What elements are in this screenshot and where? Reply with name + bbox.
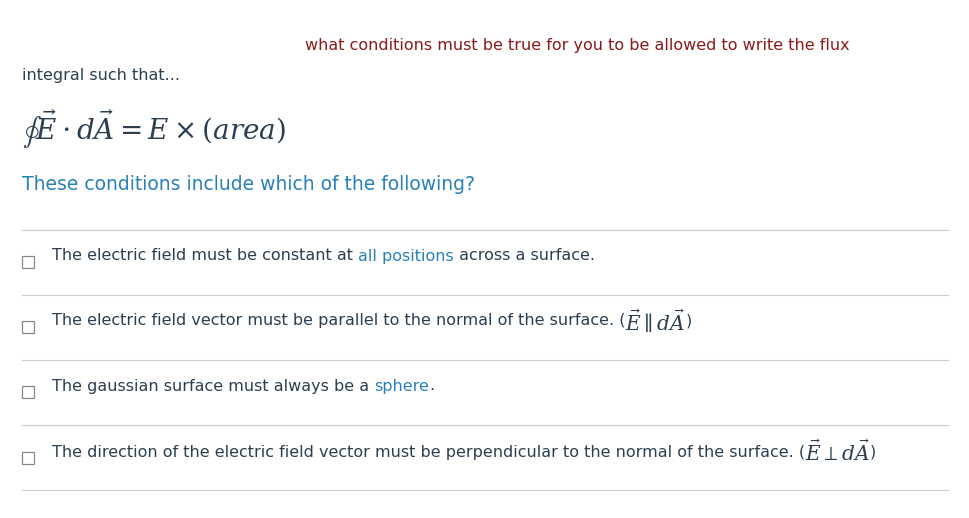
Text: ): ) xyxy=(685,313,691,328)
Text: These conditions include which of the following?: These conditions include which of the fo… xyxy=(22,175,475,194)
Text: across a surface.: across a surface. xyxy=(453,249,594,264)
Text: what conditions must be true for you to be allowed to write the flux: what conditions must be true for you to … xyxy=(304,38,849,53)
Text: The electric field vector must be parallel to the normal of the surface. (: The electric field vector must be parall… xyxy=(52,313,625,328)
Text: sphere: sphere xyxy=(374,379,428,394)
Bar xyxy=(22,386,34,398)
Text: $\oint \vec{E} \cdot d\vec{A} = E \times (area)$: $\oint \vec{E} \cdot d\vec{A} = E \times… xyxy=(22,108,286,151)
Bar xyxy=(22,256,34,268)
Bar xyxy=(22,321,34,333)
Text: $\vec{E} \perp d\vec{A}$: $\vec{E} \perp d\vec{A}$ xyxy=(804,439,869,465)
Text: $\vec{E} \parallel d\vec{A}$: $\vec{E} \parallel d\vec{A}$ xyxy=(625,307,685,335)
Text: all positions: all positions xyxy=(358,249,453,264)
Text: ): ) xyxy=(869,444,875,459)
Bar xyxy=(22,452,34,464)
Text: The gaussian surface must always be a: The gaussian surface must always be a xyxy=(52,379,374,394)
Text: .: . xyxy=(428,379,434,394)
Text: integral such that...: integral such that... xyxy=(22,68,180,83)
Text: The electric field must be constant at: The electric field must be constant at xyxy=(52,249,358,264)
Text: The direction of the electric field vector must be perpendicular to the normal o: The direction of the electric field vect… xyxy=(52,444,804,459)
